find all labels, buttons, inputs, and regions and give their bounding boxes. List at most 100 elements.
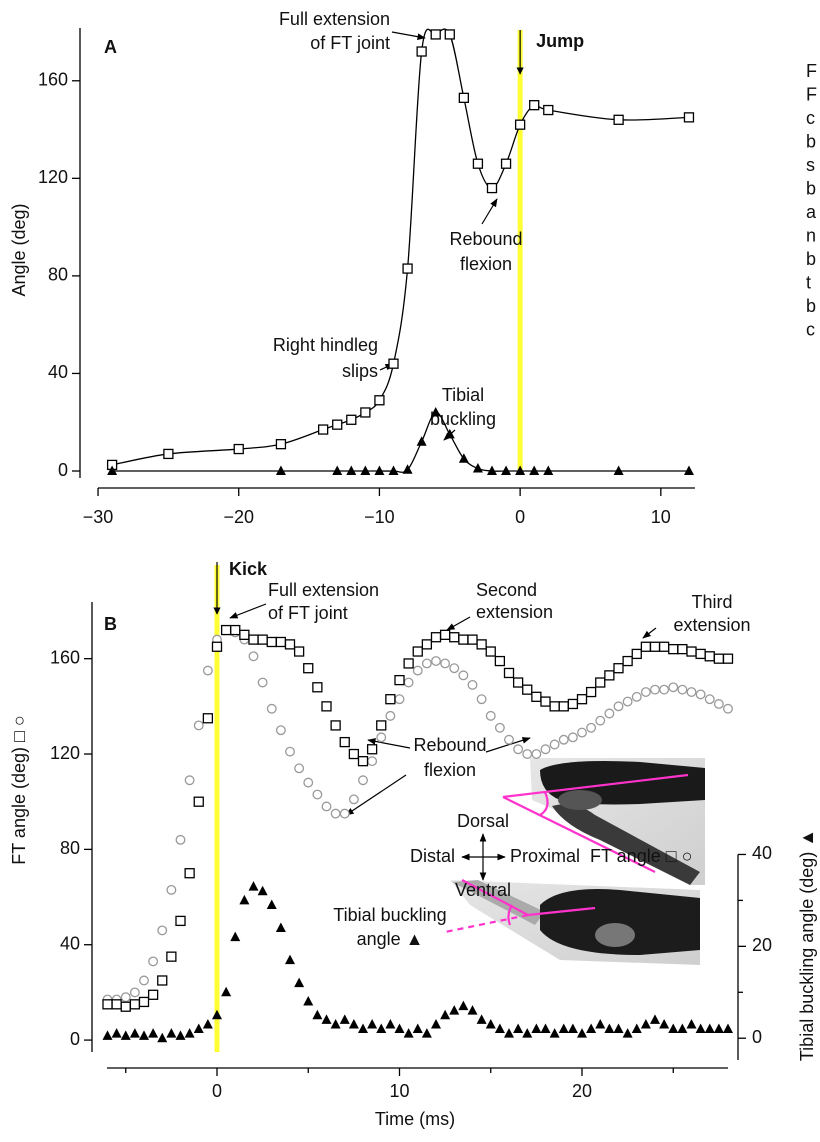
- triangle-marker: [613, 465, 624, 475]
- triangle-marker: [312, 1009, 323, 1020]
- annotation: buckling: [430, 409, 496, 429]
- y-tick-label: 0: [58, 460, 68, 480]
- circle-marker: [285, 746, 295, 757]
- circle-marker: [494, 722, 505, 733]
- annotation-arrow: [481, 198, 498, 225]
- square-marker: [613, 663, 624, 674]
- triangle-marker: [543, 465, 554, 475]
- triangle-marker: [221, 986, 232, 997]
- side-text-fragment: b: [806, 178, 816, 198]
- triangle-marker: [586, 1023, 597, 1034]
- square-marker: [430, 29, 441, 40]
- circle-marker: [686, 687, 697, 697]
- annotation-arrow: [391, 31, 426, 40]
- triangle-marker: [120, 1030, 131, 1040]
- triangle-marker: [529, 465, 540, 475]
- triangle-marker: [531, 1023, 542, 1034]
- triangle-marker: [501, 465, 512, 475]
- square-marker: [668, 643, 679, 655]
- y-tick-label: 160: [50, 647, 80, 667]
- square-marker: [346, 414, 357, 425]
- triangle-marker: [388, 465, 399, 475]
- square-marker: [102, 999, 113, 1010]
- triangle-marker: [472, 463, 483, 473]
- triangle-marker: [257, 885, 268, 896]
- triangle-marker: [107, 465, 118, 475]
- square-marker: [421, 639, 433, 650]
- triangle-marker: [348, 1018, 359, 1029]
- triangle-marker: [376, 1023, 387, 1034]
- triangle-marker: [394, 1023, 405, 1034]
- y-tick-label: 120: [38, 167, 68, 187]
- y-axis-title: Angle (deg): [9, 203, 29, 296]
- square-marker: [394, 674, 405, 686]
- square-marker: [360, 407, 371, 418]
- triangle-marker: [595, 1018, 606, 1029]
- annotation: Second: [476, 580, 537, 600]
- annotation-arrow: [367, 738, 411, 749]
- square-marker: [683, 112, 695, 123]
- y-tick-label: 40: [48, 362, 68, 382]
- x-tick-label: −30: [83, 507, 114, 527]
- square-marker: [722, 653, 734, 664]
- square-marker: [233, 443, 244, 455]
- square-marker: [677, 643, 688, 655]
- triangle-marker: [440, 1009, 451, 1020]
- square-marker: [284, 639, 296, 650]
- triangle-marker: [713, 1023, 724, 1034]
- triangle-marker: [321, 1014, 332, 1024]
- compass-label: Dorsal: [457, 811, 509, 831]
- annotation: Third: [691, 592, 732, 612]
- square-marker: [485, 646, 496, 657]
- square-marker: [531, 691, 542, 702]
- annotation-arrow: [485, 737, 531, 753]
- square-marker: [120, 1001, 131, 1012]
- circle-marker: [540, 744, 551, 755]
- annotation: Right hindleg: [273, 335, 378, 355]
- circle-marker: [631, 691, 642, 702]
- triangle-marker: [303, 995, 314, 1006]
- triangle-marker: [367, 1018, 378, 1029]
- circle-marker: [504, 734, 514, 745]
- circle-marker: [139, 975, 149, 986]
- square-marker: [403, 658, 414, 669]
- event-highlight: [214, 565, 220, 1052]
- circle-marker: [476, 694, 487, 705]
- triangle-marker: [444, 428, 455, 439]
- x-tick-label: 20: [572, 1081, 592, 1101]
- annotation: flexion: [424, 760, 476, 780]
- triangle-marker: [275, 922, 286, 932]
- square-marker: [388, 358, 399, 369]
- square-marker: [321, 701, 332, 712]
- square-marker: [318, 424, 329, 435]
- triangle-marker: [695, 1023, 706, 1034]
- circle-marker: [376, 732, 387, 743]
- series-line: [111, 28, 689, 466]
- square-marker: [193, 796, 204, 807]
- triangle-marker: [385, 1018, 396, 1029]
- square-marker: [293, 646, 305, 657]
- square-marker: [374, 395, 385, 406]
- circle-marker: [704, 694, 715, 705]
- circle-marker: [650, 684, 660, 695]
- square-marker: [576, 694, 588, 705]
- circle-marker: [266, 703, 277, 714]
- triangle-marker: [431, 1018, 441, 1029]
- square-marker: [138, 996, 150, 1008]
- triangle-marker: [346, 465, 357, 475]
- circle-marker: [449, 663, 460, 674]
- circle-marker: [275, 725, 286, 736]
- circle-marker: [723, 703, 733, 714]
- circle-marker: [394, 694, 405, 705]
- triangle-marker: [549, 1028, 560, 1038]
- circle-marker: [513, 744, 524, 755]
- x-tick-label: 0: [212, 1081, 222, 1101]
- square-marker: [467, 634, 478, 645]
- triangle-marker: [403, 1028, 414, 1038]
- square-marker: [514, 119, 526, 130]
- annotation: of FT joint: [310, 33, 390, 53]
- square-marker: [402, 263, 413, 274]
- side-text-fragment: F: [806, 84, 817, 104]
- triangle-marker: [358, 1023, 368, 1034]
- triangle-marker: [184, 1028, 195, 1038]
